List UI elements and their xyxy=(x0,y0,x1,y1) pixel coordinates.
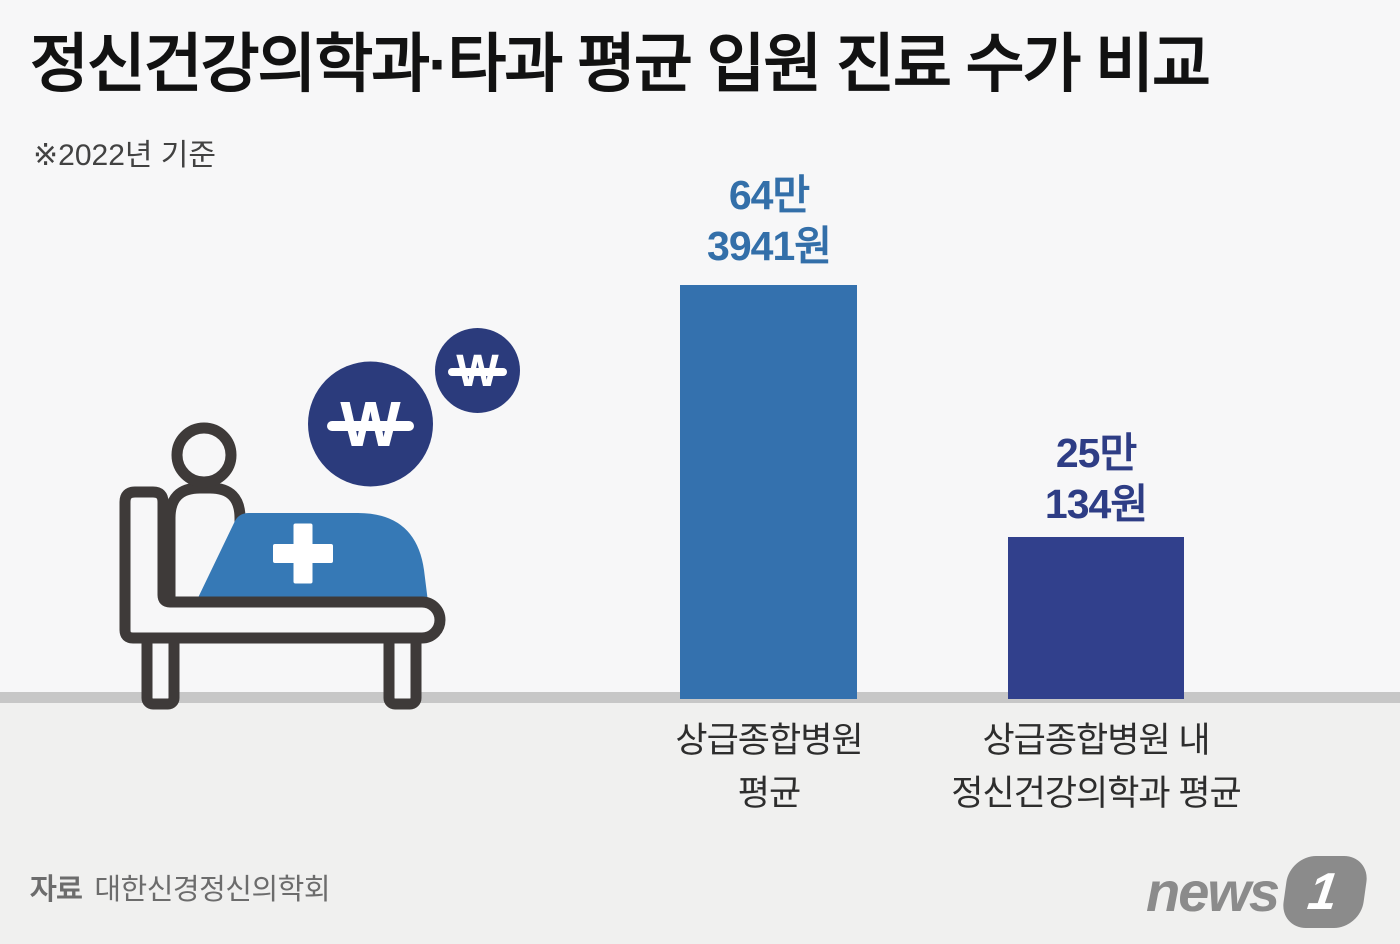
bar1-value-line1: 64만 xyxy=(728,172,810,218)
bar2-category-line1: 상급종합병원 내 xyxy=(982,721,1210,760)
news1-logo-numeral: 1 xyxy=(1304,863,1342,921)
footer-background xyxy=(0,703,1400,944)
medical-cross-icon xyxy=(273,523,333,584)
bar2-category-line2: 정신건강의학과 평균 xyxy=(951,774,1242,813)
patient-head-icon xyxy=(171,422,237,488)
source-credit: 자료 대한신경정신의학회 xyxy=(30,866,330,908)
bar1-value-label: 64만 3941원 xyxy=(707,170,832,272)
bed-frame-icon xyxy=(119,486,446,644)
source-name: 대한신경정신의학회 xyxy=(94,874,330,906)
bar2-value-line2: 134원 xyxy=(1044,481,1148,527)
chart-subtitle: ※2022년 기준 xyxy=(33,139,217,172)
bar-psychiatry-department-average xyxy=(1008,537,1184,699)
won-coin-large-icon: W xyxy=(308,361,433,487)
bar1-category-line2: 평균 xyxy=(737,774,801,813)
bar1-value-line2: 3941원 xyxy=(707,223,832,269)
bar-tertiary-hospital-average xyxy=(680,285,857,699)
bar2-value-label: 25만 134원 xyxy=(1044,428,1148,530)
news1-logo-text: news xyxy=(1146,860,1280,923)
source-prefix: 자료 xyxy=(30,874,83,906)
chart-title: 정신건강의학과·타과 평균 입원 진료 수가 비교 xyxy=(30,28,1211,100)
bar2-value-line1: 25만 xyxy=(1055,430,1137,476)
won-coin-small-icon: W xyxy=(435,328,520,413)
bar2-category-label: 상급종합병원 내 정신건강의학과 평균 xyxy=(951,714,1242,820)
news1-logo: news 1 xyxy=(1146,854,1371,930)
patient-bed-illustration: W W xyxy=(119,328,520,710)
bar1-category-line1: 상급종합병원 xyxy=(675,721,863,760)
news1-logo-badge: 1 xyxy=(1280,856,1371,928)
bar1-category-label: 상급종합병원 평균 xyxy=(675,714,863,820)
